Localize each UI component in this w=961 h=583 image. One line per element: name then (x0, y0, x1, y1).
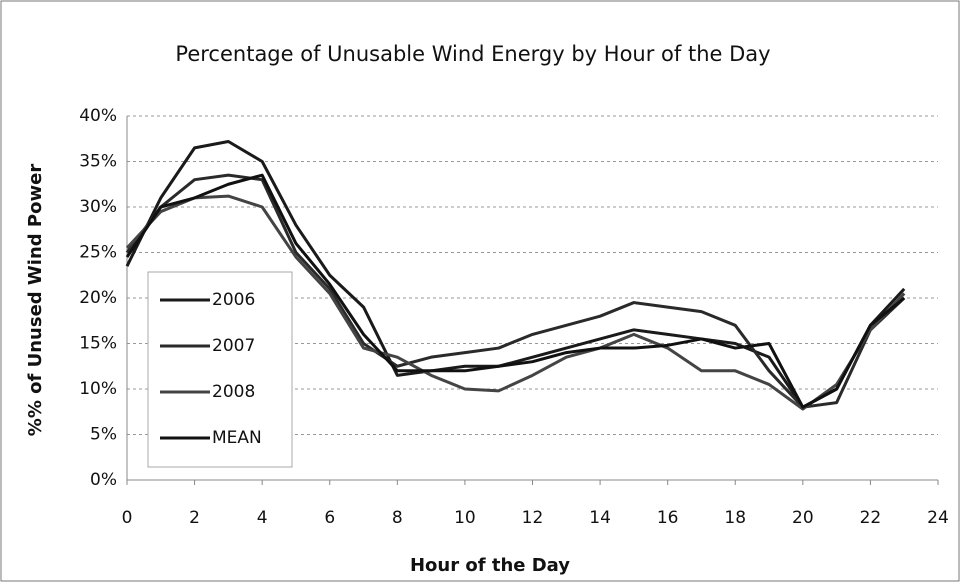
y-tick-label: 35% (79, 152, 117, 172)
x-tick-label: 6 (324, 508, 335, 528)
legend-label: 2008 (212, 382, 255, 402)
x-axis-title: Hour of the Day (410, 555, 570, 576)
series-line (125, 173, 906, 409)
y-axis-title: %% of Unused Wind Power (25, 164, 46, 437)
y-tick-label: 15% (79, 334, 117, 354)
x-tick-label: 16 (657, 508, 679, 528)
x-tick-label: 20 (792, 508, 814, 528)
x-tick-label: 10 (454, 508, 476, 528)
y-tick-label: 40% (79, 106, 117, 126)
y-tick-label: 25% (79, 243, 117, 263)
legend-label: 2007 (212, 336, 255, 356)
x-tick-label: 8 (392, 508, 403, 528)
legend-label: 2006 (212, 290, 255, 310)
x-tick-label: 4 (257, 508, 268, 528)
series-line (125, 194, 906, 411)
series-line (125, 139, 906, 409)
y-tick-label: 30% (79, 197, 117, 217)
x-tick-label: 14 (589, 508, 611, 528)
x-tick-label: 2 (189, 508, 200, 528)
x-tick-label: 24 (927, 508, 949, 528)
y-tick-label: 0% (90, 470, 117, 490)
y-tick-label: 5% (90, 425, 117, 445)
series-line (125, 173, 906, 409)
x-tick-label: 22 (860, 508, 882, 528)
x-tick-label: 18 (724, 508, 746, 528)
y-tick-label: 20% (79, 288, 117, 308)
y-tick-label: 10% (79, 379, 117, 399)
x-tick-label: 12 (522, 508, 544, 528)
legend-label: MEAN (212, 428, 262, 448)
legend-box (147, 271, 293, 468)
chart-title: Percentage of Unusable Wind Energy by Ho… (175, 42, 770, 66)
x-tick-label: 0 (122, 508, 133, 528)
